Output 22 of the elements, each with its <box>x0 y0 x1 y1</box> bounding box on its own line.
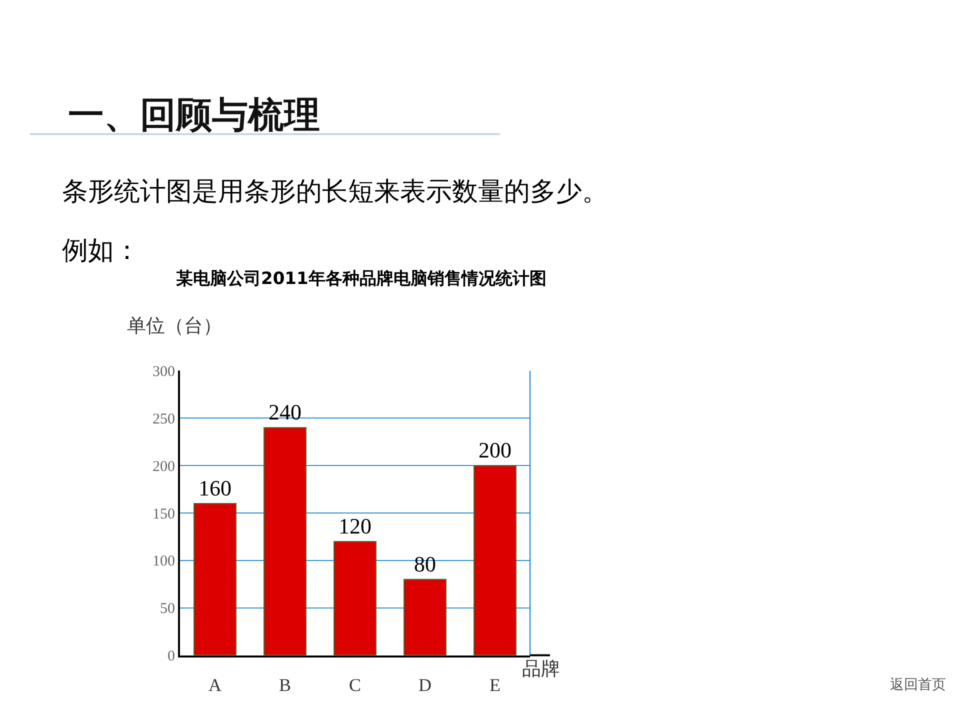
text: 返回首页 <box>890 677 946 693</box>
chart-title: 某电脑公司2011年各种品牌电脑销售情况统计图 <box>175 269 546 289</box>
x-tick-label: C <box>348 674 362 695</box>
x-tick-label: D <box>418 674 432 695</box>
x-tick-label: E <box>490 674 500 695</box>
y-tick-label: 250 <box>152 411 175 428</box>
y-tick-label: 150 <box>152 506 175 522</box>
y-tick-label: 300 <box>152 364 175 380</box>
x-tick-label: A <box>208 674 222 695</box>
text: 条形统计图是用条形的长短来表示数量的多少。 <box>62 177 608 207</box>
data-label: 200 <box>478 438 512 463</box>
text: 一、回顾与梳理 <box>68 95 320 136</box>
text: 例如： <box>62 236 140 266</box>
y-tick-label: 100 <box>152 554 175 570</box>
data-label: 160 <box>198 476 232 501</box>
x-axis-title: 品牌 <box>522 658 560 680</box>
y-tick-label: 50 <box>160 601 175 618</box>
y-tick-label: 200 <box>152 458 175 475</box>
x-tick-label: B <box>278 674 292 695</box>
y-axis-title: 单位（台） <box>127 315 222 337</box>
y-tick-label: 0 <box>168 648 175 665</box>
data-label: 120 <box>338 513 372 538</box>
